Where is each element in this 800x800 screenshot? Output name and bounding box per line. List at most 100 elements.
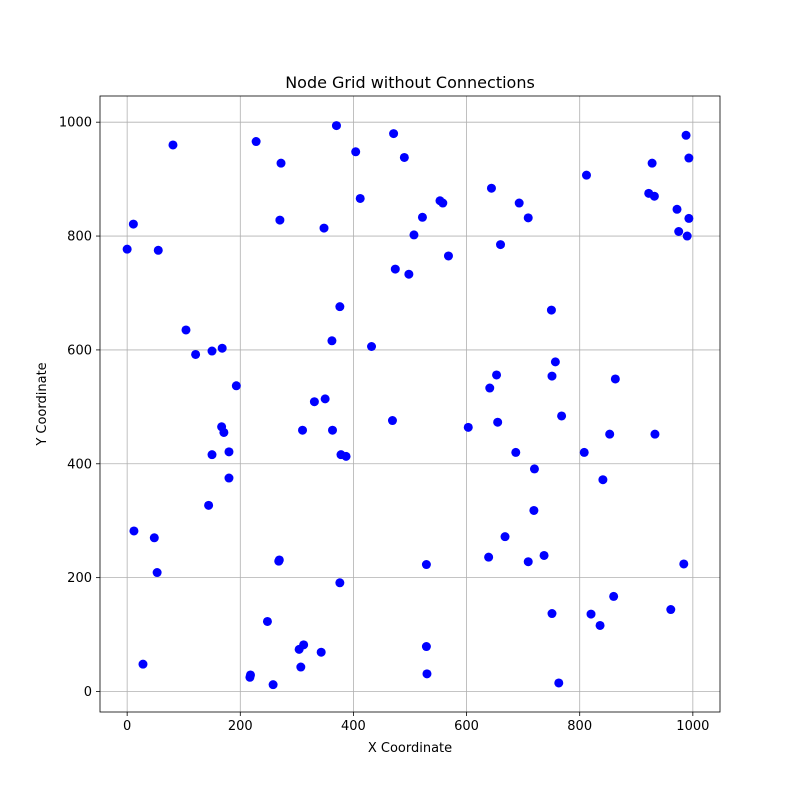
node-point bbox=[684, 153, 694, 163]
node-point bbox=[231, 381, 241, 391]
data-points bbox=[122, 121, 694, 690]
node-point bbox=[191, 349, 201, 359]
node-point bbox=[666, 605, 676, 615]
x-axis-ticks: 0 200 400 600 800 1000 bbox=[123, 712, 709, 734]
node-point bbox=[579, 447, 589, 457]
y-tick-label: 600 bbox=[67, 343, 92, 358]
node-point bbox=[327, 336, 337, 346]
y-tick-label: 400 bbox=[67, 457, 92, 472]
node-point bbox=[493, 417, 503, 427]
node-point bbox=[443, 251, 453, 261]
node-point bbox=[274, 556, 284, 566]
node-point bbox=[319, 223, 329, 233]
node-point bbox=[355, 193, 365, 203]
node-point bbox=[207, 450, 217, 460]
node-point bbox=[581, 170, 591, 180]
node-point bbox=[309, 397, 319, 407]
node-point bbox=[647, 158, 657, 168]
node-point bbox=[682, 231, 692, 241]
node-point bbox=[404, 269, 414, 279]
x-tick-label: 0 bbox=[123, 719, 131, 734]
node-point bbox=[328, 425, 337, 435]
node-point bbox=[485, 383, 495, 393]
node-point bbox=[681, 130, 691, 140]
node-point bbox=[262, 616, 272, 626]
y-tick-label: 800 bbox=[67, 230, 92, 245]
node-point bbox=[296, 662, 306, 672]
node-point bbox=[276, 158, 286, 168]
node-point bbox=[417, 212, 427, 222]
node-point bbox=[316, 647, 326, 657]
node-point bbox=[679, 559, 689, 569]
node-point bbox=[529, 464, 539, 474]
node-point bbox=[650, 429, 660, 439]
y-tick-label: 200 bbox=[67, 571, 92, 586]
node-point bbox=[672, 204, 682, 214]
node-point bbox=[511, 447, 521, 457]
node-point bbox=[557, 411, 567, 421]
y-tick-label: 1000 bbox=[59, 116, 92, 131]
node-point bbox=[609, 591, 619, 601]
y-tick-label: 0 bbox=[84, 685, 92, 700]
x-tick-label: 200 bbox=[228, 719, 253, 734]
node-point bbox=[251, 137, 261, 147]
node-point bbox=[331, 121, 341, 131]
node-point bbox=[341, 451, 351, 461]
node-point bbox=[514, 198, 524, 208]
chart-title: Node Grid without Connections bbox=[285, 73, 535, 92]
plot-area bbox=[100, 96, 720, 712]
node-point bbox=[389, 129, 399, 139]
node-point bbox=[217, 343, 227, 353]
x-tick-label: 1000 bbox=[676, 719, 709, 734]
x-tick-label: 600 bbox=[454, 719, 479, 734]
node-point bbox=[168, 140, 178, 150]
node-point bbox=[547, 371, 557, 381]
node-point bbox=[438, 198, 448, 208]
node-point bbox=[496, 240, 506, 250]
node-point bbox=[128, 219, 138, 229]
node-point bbox=[486, 183, 496, 193]
node-point bbox=[207, 346, 217, 356]
node-point bbox=[245, 672, 255, 682]
node-point bbox=[500, 532, 510, 542]
node-point bbox=[539, 550, 549, 560]
node-point bbox=[523, 557, 533, 567]
node-point bbox=[463, 422, 473, 432]
node-point bbox=[684, 213, 694, 223]
node-point bbox=[649, 191, 659, 201]
node-point bbox=[138, 659, 148, 669]
node-point bbox=[547, 609, 557, 619]
x-tick-label: 800 bbox=[567, 719, 592, 734]
node-point bbox=[299, 640, 309, 650]
node-point bbox=[224, 473, 234, 483]
y-axis-label: Y Coordinate bbox=[35, 362, 50, 446]
node-point bbox=[422, 669, 432, 679]
node-point bbox=[546, 305, 556, 315]
node-point bbox=[554, 678, 564, 688]
node-point bbox=[149, 533, 159, 543]
node-point bbox=[153, 245, 163, 255]
node-point bbox=[387, 416, 397, 426]
y-axis-ticks: 0 200 400 600 800 1000 bbox=[59, 116, 100, 700]
node-point bbox=[268, 680, 278, 690]
node-point bbox=[335, 578, 345, 588]
x-tick-label: 400 bbox=[341, 719, 366, 734]
node-point bbox=[421, 560, 431, 570]
node-point bbox=[595, 620, 605, 630]
node-point bbox=[550, 357, 560, 367]
node-point bbox=[298, 425, 308, 435]
node-point bbox=[204, 500, 214, 510]
node-point bbox=[219, 427, 229, 437]
node-point bbox=[523, 213, 533, 223]
node-point bbox=[152, 568, 162, 578]
node-point bbox=[320, 394, 330, 404]
node-point bbox=[529, 505, 539, 515]
node-point bbox=[224, 447, 234, 457]
node-point bbox=[484, 552, 494, 562]
node-point bbox=[409, 230, 419, 240]
node-point bbox=[605, 429, 615, 439]
x-axis-label: X Coordinate bbox=[368, 741, 452, 756]
node-point bbox=[275, 215, 285, 225]
node-point bbox=[598, 475, 608, 485]
